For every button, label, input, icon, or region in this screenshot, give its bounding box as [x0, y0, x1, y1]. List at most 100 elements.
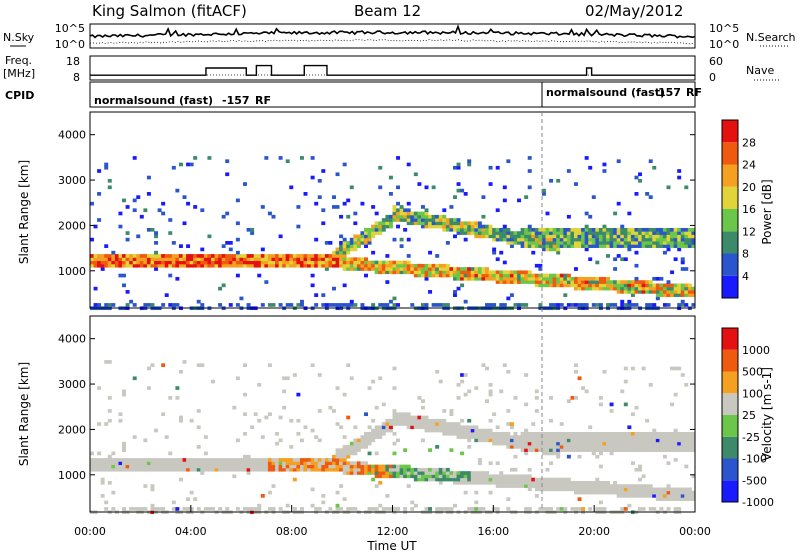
velocity-cells-cell: [684, 494, 689, 498]
velocity-cells-cell: [211, 507, 215, 511]
velocity-cells-cell: [559, 441, 564, 446]
velocity-cells-cell: [517, 477, 522, 482]
colorbar-swatch: [722, 164, 738, 187]
velocity-cells-cell: [285, 503, 290, 508]
velocity-cells-cell: [673, 366, 678, 371]
power-cells-cell: [243, 263, 247, 268]
power-cells-cell: [559, 280, 564, 284]
velocity-heatmap-cells: [90, 360, 696, 515]
velocity-cells-cell: [303, 464, 308, 469]
power-cells-cell: [630, 303, 635, 307]
velocity-cells-cell: [285, 458, 290, 462]
velocity-cells-cell: [246, 471, 251, 475]
power-cells-cell: [609, 280, 614, 284]
velocity-cells-cell: [634, 435, 639, 439]
velocity-cells-cell: [371, 471, 376, 475]
velocity-cells-cell: [460, 471, 465, 475]
power-cells-cell: [200, 254, 205, 258]
velocity-cells-cell: [584, 438, 589, 443]
velocity-cells-cell: [417, 467, 422, 472]
power-cells-cell: [648, 280, 653, 284]
power-cells-cell: [378, 267, 383, 271]
velocity-cells-cell: [488, 438, 493, 443]
power-cells-cell: [545, 211, 550, 216]
power-cells-cell: [527, 224, 532, 229]
power-cells-cell: [502, 231, 507, 235]
power-cells-cell: [346, 303, 351, 307]
power-cells-cell: [445, 221, 450, 226]
velocity-cells-cell: [442, 409, 447, 413]
x-tick-label: 16:00: [477, 525, 509, 538]
power-cells-cell: [275, 263, 280, 268]
velocity-cells-cell: [143, 507, 148, 511]
velocity-cells-cell: [673, 487, 678, 492]
power-cells-cell: [566, 241, 571, 245]
velocity-cells-cell: [581, 438, 586, 443]
power-cells-cell: [652, 241, 657, 245]
velocity-cells-cell: [367, 425, 372, 430]
power-cells-cell: [470, 221, 475, 226]
power-cells-cell: [307, 257, 312, 262]
power-cells-cell: [581, 227, 586, 232]
velocity-cells-cell: [129, 507, 134, 511]
power-cells-cell: [463, 227, 468, 232]
velocity-cells-cell: [474, 480, 479, 485]
y-tick-label: 3000: [58, 174, 86, 187]
power-cells-cell: [584, 234, 589, 239]
power-cells-cell: [428, 221, 433, 226]
velocity-cells-cell: [403, 448, 408, 452]
velocity-cells-cell: [574, 441, 578, 446]
power-cells-cell: [620, 231, 625, 235]
velocity-cells-cell: [435, 467, 440, 472]
velocity-cells-cell: [520, 477, 525, 482]
velocity-cells-cell: [467, 445, 472, 449]
power-cells-cell: [171, 303, 176, 307]
power-cells-cell: [574, 231, 578, 235]
power-cells-cell: [211, 260, 215, 265]
velocity-cells-cell: [310, 503, 315, 508]
power-cells-cell: [403, 211, 408, 216]
velocity-cells-cell: [406, 415, 411, 420]
velocity-cells-cell: [662, 494, 667, 498]
power-cells-cell: [367, 263, 372, 268]
power-cells-cell: [445, 224, 450, 229]
power-cells-cell: [477, 267, 482, 271]
power-cells-cell: [517, 273, 522, 278]
velocity-cells-cell: [566, 454, 571, 459]
velocity-cells-cell: [406, 467, 411, 472]
velocity-cells-cell: [492, 477, 497, 482]
power-cells-cell: [186, 263, 191, 268]
power-cells-cell: [630, 280, 635, 284]
power-cells-cell: [598, 286, 603, 291]
velocity-cells-cell: [289, 418, 294, 423]
velocity-cells-cell: [349, 461, 354, 466]
power-cells-cell: [630, 283, 635, 288]
velocity-cells-cell: [506, 480, 511, 485]
velocity-cells-cell: [335, 454, 340, 459]
velocity-cells-cell: [506, 431, 511, 436]
velocity-cells-cell: [346, 454, 351, 459]
velocity-cells-cell: [435, 507, 440, 511]
velocity-cells-cell: [559, 445, 564, 449]
power-cells-cell: [435, 254, 440, 258]
power-cells-cell: [364, 237, 368, 242]
power-cells-cell: [406, 218, 411, 222]
velocity-cells-cell: [310, 428, 315, 433]
velocity-cells-cell: [460, 373, 465, 377]
power-cells-cell: [566, 283, 571, 288]
power-cells-cell: [460, 283, 465, 288]
velocity-cells-cell: [648, 441, 653, 446]
colorbar-tick-label: 1000: [742, 344, 770, 357]
velocity-cells-cell: [485, 366, 489, 371]
velocity-cells-cell: [598, 487, 603, 492]
power-cells-cell: [581, 280, 586, 284]
velocity-cells-cell: [157, 458, 162, 462]
velocity-cells-cell: [545, 451, 550, 456]
velocity-cells-cell: [623, 441, 628, 446]
velocity-cells-cell: [175, 507, 180, 511]
power-cells-cell: [456, 218, 461, 222]
power-cells-cell: [474, 224, 479, 229]
velocity-cells-cell: [566, 480, 571, 485]
velocity-cells-cell: [289, 464, 294, 469]
power-cells-cell: [495, 165, 500, 170]
